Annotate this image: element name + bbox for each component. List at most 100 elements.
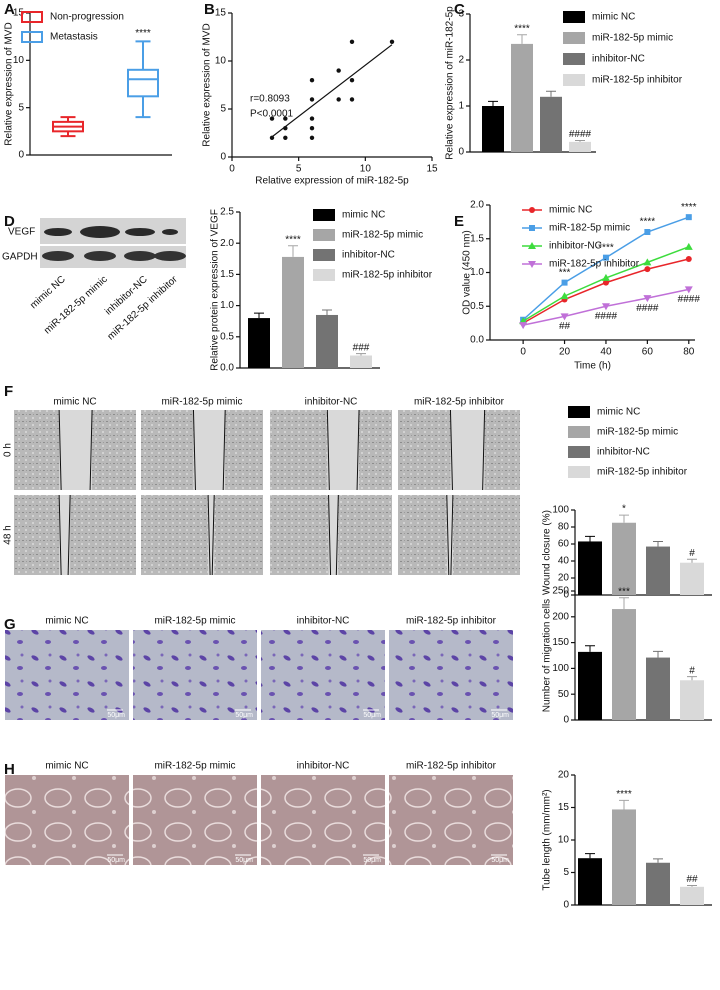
y-tick-label: 5 (220, 104, 226, 115)
point (309, 78, 315, 83)
panel-letter: E (454, 213, 464, 230)
significance-label: * (622, 504, 626, 515)
scale-bar-label: 50μm (363, 857, 381, 864)
wound-image (14, 495, 136, 575)
significance-label: **** (640, 217, 656, 228)
error-bar (254, 312, 264, 319)
bar (282, 256, 304, 368)
significance-label: *** (559, 267, 571, 278)
panel-letter: H (4, 761, 15, 778)
wound-gap (59, 410, 93, 490)
y-tick-label: 10 (215, 56, 227, 67)
image-column-label: inhibitor-NC (297, 616, 350, 627)
bar (511, 43, 533, 152)
bar (482, 106, 504, 152)
legend-swatch (313, 269, 335, 281)
lane-label: mimic NC (28, 274, 68, 311)
micrograph (389, 775, 513, 865)
point (283, 135, 288, 140)
wound-image (141, 495, 263, 575)
panel-letter: C (454, 1, 465, 18)
blot-band (80, 226, 120, 238)
x-tick-label: 0 (520, 347, 526, 358)
bar (646, 862, 670, 905)
significance-label: **** (135, 28, 151, 39)
legend-swatch (563, 32, 585, 44)
y-tick-label: 20 (558, 770, 570, 781)
y-tick-label: 5 (563, 867, 569, 878)
legend-label: miR-182-5p inhibitor (597, 467, 688, 478)
blot-band (154, 251, 186, 261)
y-axis-label: Wound closure (%) (542, 510, 553, 595)
significance-label: *** (618, 586, 630, 597)
wound-edge (450, 494, 454, 576)
marker (643, 295, 652, 303)
point (349, 97, 355, 102)
marker (684, 242, 693, 250)
x-axis-label: Time (h) (574, 361, 611, 372)
micrograph (133, 630, 257, 720)
marker (685, 256, 692, 262)
y-tick-label: 1 (458, 101, 464, 112)
y-tick-label: 15 (215, 8, 227, 19)
error-bar (687, 558, 697, 563)
bar (612, 809, 636, 905)
y-axis-label: Relative expression of MVD (4, 22, 15, 145)
wound-edge (58, 494, 62, 576)
legend-label: mimic NC (597, 407, 640, 418)
wound-edge (58, 409, 62, 491)
marker (602, 254, 609, 261)
significance-label: # (689, 548, 695, 559)
legend-label: miR-182-5p mimic (592, 33, 673, 44)
wound-gap (446, 495, 453, 575)
wound-gap (193, 410, 226, 490)
legend-swatch (563, 74, 585, 86)
significance-label: ### (353, 342, 370, 353)
error-bar (488, 100, 498, 106)
significance-label: #### (569, 129, 592, 140)
marker (643, 258, 652, 266)
image-column-label: mimic NC (45, 761, 88, 772)
point (309, 97, 315, 102)
bar (569, 141, 591, 152)
significance-label: ## (686, 874, 698, 885)
x-tick-label: 5 (296, 164, 302, 175)
image-column-label: inhibitor-NC (297, 761, 350, 772)
y-tick-label: 40 (558, 556, 570, 567)
point (309, 126, 315, 131)
x-tick-label: 0 (229, 164, 235, 175)
point (336, 97, 341, 102)
error-bar (322, 309, 332, 315)
significance-label: # (689, 665, 695, 676)
significance-label: **** (514, 23, 530, 34)
y-axis-label: Relative protein expression of VEGF (210, 209, 221, 371)
y-tick-label: 10 (13, 55, 25, 66)
legend-label: inhibitor-NC (597, 447, 650, 458)
legend-label: Non-progression (50, 12, 124, 23)
y-tick-label: 200 (552, 611, 569, 622)
annotation: r=0.8093 (250, 94, 290, 105)
legend-label: miR-182-5p mimic (549, 223, 630, 234)
bar (540, 96, 562, 152)
legend-marker (529, 207, 535, 213)
bar (248, 318, 270, 368)
error-bar (517, 34, 527, 44)
y-tick-label: 2 (458, 55, 464, 66)
legend-swatch (568, 426, 590, 438)
legend-label: mimic NC (342, 210, 385, 221)
wound-edge (328, 494, 332, 576)
wound-edge (326, 409, 330, 491)
point (309, 135, 315, 140)
bar (680, 680, 704, 720)
bar (612, 522, 636, 595)
legend-label: miR-182-5p mimic (342, 230, 423, 241)
legend-label: miR-182-5p inhibitor (592, 75, 683, 86)
point (283, 126, 288, 131)
y-tick-label: 100 (552, 663, 569, 674)
bar (646, 657, 670, 720)
y-tick-label: 60 (558, 539, 570, 550)
image-column-label: miR-182-5p mimic (161, 397, 242, 408)
y-tick-label: 1.0 (470, 267, 484, 278)
scale-bar-label: 50μm (363, 712, 381, 719)
marker (601, 273, 610, 281)
